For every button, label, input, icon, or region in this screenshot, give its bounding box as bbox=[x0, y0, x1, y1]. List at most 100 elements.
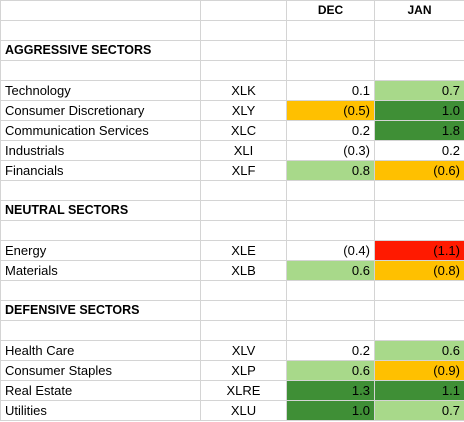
sector-ticker[interactable]: XLF bbox=[200, 160, 287, 181]
cell-blank[interactable] bbox=[286, 60, 375, 81]
cell-blank[interactable] bbox=[0, 60, 201, 81]
cell-blank[interactable] bbox=[0, 0, 201, 21]
jan-value[interactable]: 0.2 bbox=[374, 140, 464, 161]
sector-name[interactable]: Communication Services bbox=[0, 120, 201, 141]
blank-row bbox=[0, 180, 464, 201]
blank-row bbox=[0, 280, 464, 301]
cell-blank[interactable] bbox=[286, 40, 375, 61]
sector-name[interactable]: Consumer Staples bbox=[0, 360, 201, 381]
jan-value[interactable]: (0.8) bbox=[374, 260, 464, 281]
section-title-defensive[interactable]: DEFENSIVE SECTORS bbox=[0, 300, 201, 321]
cell-blank[interactable] bbox=[374, 180, 464, 201]
sector-ticker[interactable]: XLRE bbox=[200, 380, 287, 401]
column-header-jan[interactable]: JAN bbox=[374, 0, 464, 21]
dec-value[interactable]: (0.5) bbox=[286, 100, 375, 121]
cell-blank[interactable] bbox=[286, 180, 375, 201]
jan-value[interactable]: 1.8 bbox=[374, 120, 464, 141]
sector-ticker[interactable]: XLY bbox=[200, 100, 287, 121]
cell-blank[interactable] bbox=[286, 320, 375, 341]
cell-blank[interactable] bbox=[0, 320, 201, 341]
dec-value[interactable]: 0.6 bbox=[286, 360, 375, 381]
cell-blank[interactable] bbox=[0, 280, 201, 301]
cell-blank[interactable] bbox=[374, 300, 464, 321]
sector-ticker[interactable]: XLE bbox=[200, 240, 287, 261]
dec-value[interactable]: 0.2 bbox=[286, 340, 375, 361]
jan-value[interactable]: 1.1 bbox=[374, 380, 464, 401]
dec-value[interactable]: 0.2 bbox=[286, 120, 375, 141]
sector-row: Technology XLK 0.1 0.7 bbox=[0, 80, 464, 101]
sector-name[interactable]: Financials bbox=[0, 160, 201, 181]
sector-row: Financials XLF 0.8 (0.6) bbox=[0, 160, 464, 181]
dec-value[interactable]: 0.1 bbox=[286, 80, 375, 101]
sector-name[interactable]: Technology bbox=[0, 80, 201, 101]
sector-row: Utilities XLU 1.0 0.7 bbox=[0, 400, 464, 421]
cell-blank[interactable] bbox=[200, 0, 287, 21]
cell-blank[interactable] bbox=[286, 300, 375, 321]
sector-row: Real Estate XLRE 1.3 1.1 bbox=[0, 380, 464, 401]
sector-ticker[interactable]: XLP bbox=[200, 360, 287, 381]
cell-blank[interactable] bbox=[286, 280, 375, 301]
section-title-neutral[interactable]: NEUTRAL SECTORS bbox=[0, 200, 201, 221]
sector-name[interactable]: Health Care bbox=[0, 340, 201, 361]
cell-blank[interactable] bbox=[374, 200, 464, 221]
sector-name[interactable]: Industrials bbox=[0, 140, 201, 161]
sector-ticker[interactable]: XLI bbox=[200, 140, 287, 161]
sector-name[interactable]: Energy bbox=[0, 240, 201, 261]
sector-name[interactable]: Materials bbox=[0, 260, 201, 281]
jan-value[interactable]: (1.1) bbox=[374, 240, 464, 261]
cell-blank[interactable] bbox=[374, 40, 464, 61]
jan-value[interactable]: 1.0 bbox=[374, 100, 464, 121]
cell-blank[interactable] bbox=[286, 200, 375, 221]
section-header-row: NEUTRAL SECTORS bbox=[0, 200, 464, 221]
sector-ticker[interactable]: XLV bbox=[200, 340, 287, 361]
cell-blank[interactable] bbox=[0, 180, 201, 201]
sector-row: Materials XLB 0.6 (0.8) bbox=[0, 260, 464, 281]
sector-ticker[interactable]: XLK bbox=[200, 80, 287, 101]
cell-blank[interactable] bbox=[374, 320, 464, 341]
dec-value[interactable]: (0.4) bbox=[286, 240, 375, 261]
sector-name[interactable]: Utilities bbox=[0, 400, 201, 421]
section-header-row: AGGRESSIVE SECTORS bbox=[0, 40, 464, 61]
blank-row bbox=[0, 20, 464, 41]
sector-row: Communication Services XLC 0.2 1.8 bbox=[0, 120, 464, 141]
cell-blank[interactable] bbox=[200, 40, 287, 61]
cell-blank[interactable] bbox=[200, 320, 287, 341]
sector-name[interactable]: Real Estate bbox=[0, 380, 201, 401]
cell-blank[interactable] bbox=[0, 220, 201, 241]
cell-blank[interactable] bbox=[200, 200, 287, 221]
sector-ticker[interactable]: XLU bbox=[200, 400, 287, 421]
dec-value[interactable]: 0.8 bbox=[286, 160, 375, 181]
cell-blank[interactable] bbox=[374, 20, 464, 41]
cell-blank[interactable] bbox=[200, 220, 287, 241]
sector-row: Industrials XLI (0.3) 0.2 bbox=[0, 140, 464, 161]
sector-ticker[interactable]: XLB bbox=[200, 260, 287, 281]
sector-row: Health Care XLV 0.2 0.6 bbox=[0, 340, 464, 361]
jan-value[interactable]: 0.7 bbox=[374, 400, 464, 421]
cell-blank[interactable] bbox=[200, 280, 287, 301]
cell-blank[interactable] bbox=[200, 300, 287, 321]
cell-blank[interactable] bbox=[200, 180, 287, 201]
sector-name[interactable]: Consumer Discretionary bbox=[0, 100, 201, 121]
dec-value[interactable]: 1.3 bbox=[286, 380, 375, 401]
cell-blank[interactable] bbox=[200, 60, 287, 81]
cell-blank[interactable] bbox=[374, 220, 464, 241]
dec-value[interactable]: 1.0 bbox=[286, 400, 375, 421]
jan-value[interactable]: (0.9) bbox=[374, 360, 464, 381]
cell-blank[interactable] bbox=[286, 220, 375, 241]
blank-row bbox=[0, 60, 464, 81]
cell-blank[interactable] bbox=[0, 20, 201, 41]
cell-blank[interactable] bbox=[374, 280, 464, 301]
cell-blank[interactable] bbox=[374, 60, 464, 81]
jan-value[interactable]: 0.7 bbox=[374, 80, 464, 101]
sector-ticker[interactable]: XLC bbox=[200, 120, 287, 141]
section-title-aggressive[interactable]: AGGRESSIVE SECTORS bbox=[0, 40, 201, 61]
cell-blank[interactable] bbox=[286, 20, 375, 41]
column-header-dec[interactable]: DEC bbox=[286, 0, 375, 21]
jan-value[interactable]: (0.6) bbox=[374, 160, 464, 181]
dec-value[interactable]: 0.6 bbox=[286, 260, 375, 281]
jan-value[interactable]: 0.6 bbox=[374, 340, 464, 361]
dec-value[interactable]: (0.3) bbox=[286, 140, 375, 161]
sector-row: Consumer Staples XLP 0.6 (0.9) bbox=[0, 360, 464, 381]
cell-blank[interactable] bbox=[200, 20, 287, 41]
